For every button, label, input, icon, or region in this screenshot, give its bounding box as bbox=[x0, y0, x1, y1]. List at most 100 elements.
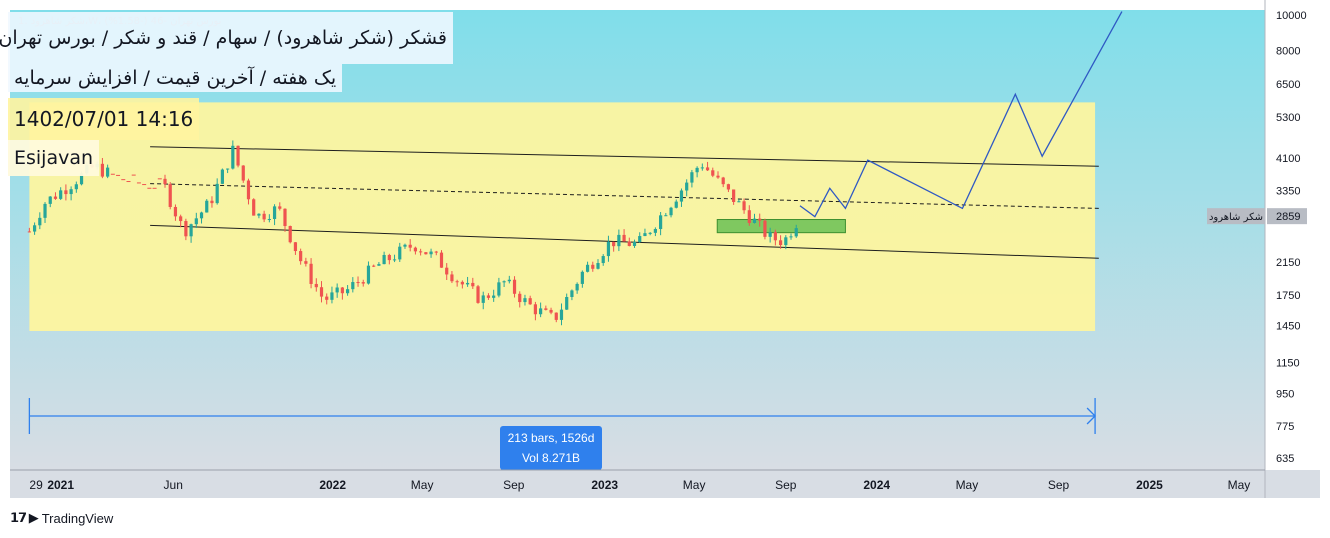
candle bbox=[288, 226, 292, 243]
candle bbox=[455, 281, 459, 283]
candle bbox=[570, 290, 574, 298]
candle bbox=[272, 206, 277, 219]
candle bbox=[580, 271, 584, 284]
candle bbox=[262, 213, 266, 220]
candle bbox=[372, 265, 376, 267]
candle bbox=[502, 281, 506, 283]
candle bbox=[43, 203, 47, 218]
candle bbox=[173, 206, 178, 217]
candle bbox=[299, 251, 303, 262]
y-tick-label: 5300 bbox=[1276, 112, 1300, 124]
candle bbox=[486, 295, 491, 298]
x-tick-label: 2022 bbox=[319, 478, 346, 492]
candle bbox=[79, 173, 84, 185]
y-tick-label: 1150 bbox=[1276, 358, 1300, 370]
chart-author: Esijavan bbox=[8, 140, 100, 176]
candle bbox=[278, 206, 282, 209]
candle bbox=[549, 309, 553, 313]
candle bbox=[387, 254, 391, 261]
candle bbox=[685, 182, 689, 191]
candle bbox=[669, 207, 673, 216]
candle bbox=[100, 163, 105, 177]
candle bbox=[210, 200, 214, 204]
channel-layer bbox=[150, 146, 1099, 259]
candle bbox=[59, 190, 63, 199]
candle bbox=[596, 263, 600, 269]
candle bbox=[215, 183, 219, 204]
measure-label-box bbox=[500, 426, 602, 470]
candle bbox=[283, 208, 287, 227]
candle bbox=[366, 265, 371, 284]
candle bbox=[679, 190, 684, 202]
candle bbox=[377, 264, 381, 266]
candle bbox=[539, 308, 543, 315]
x-tick-label: 29 bbox=[29, 478, 43, 492]
projection-path bbox=[799, 11, 1123, 218]
candle bbox=[356, 282, 360, 284]
candle bbox=[434, 251, 438, 253]
y-tick-label: 1750 bbox=[1276, 290, 1300, 302]
x-tick-label: May bbox=[411, 478, 434, 492]
x-axis-panel bbox=[10, 470, 1320, 498]
candle bbox=[638, 236, 642, 242]
candle bbox=[784, 237, 788, 246]
last-price-tag bbox=[1267, 208, 1307, 225]
candle bbox=[711, 170, 715, 176]
candle bbox=[429, 251, 433, 255]
tradingview-brand: TradingView bbox=[41, 510, 114, 526]
candle bbox=[575, 283, 579, 291]
y-tick-label: 775 bbox=[1276, 421, 1294, 433]
candle bbox=[471, 282, 475, 287]
candle bbox=[476, 286, 480, 303]
y-tick-label: 3350 bbox=[1276, 186, 1300, 198]
x-tick-label: 2025 bbox=[1136, 478, 1163, 492]
candle bbox=[643, 233, 647, 237]
candle bbox=[408, 244, 412, 248]
tradingview-footer[interactable]: 𝟭𝟳 ▶ TradingView bbox=[10, 508, 113, 528]
candle bbox=[565, 297, 569, 310]
x-tick-label: 2024 bbox=[863, 478, 890, 492]
candle bbox=[450, 274, 454, 282]
x-tick-label: May bbox=[1228, 478, 1251, 492]
y-tick-label: 10000 bbox=[1276, 10, 1307, 22]
candle bbox=[252, 199, 256, 216]
candle bbox=[179, 216, 183, 222]
candle bbox=[53, 196, 58, 199]
candle bbox=[528, 298, 532, 305]
measure-arrow-icon bbox=[1086, 407, 1097, 425]
y-tick-label: 6500 bbox=[1276, 79, 1300, 91]
candle bbox=[523, 298, 527, 303]
candle bbox=[622, 234, 626, 242]
candle bbox=[231, 145, 235, 169]
candle bbox=[32, 225, 37, 232]
y-tick-label: 8000 bbox=[1276, 46, 1300, 58]
candle bbox=[674, 201, 678, 208]
candles-layer bbox=[27, 140, 798, 326]
series-name-tag bbox=[1207, 208, 1265, 225]
candle bbox=[695, 167, 699, 173]
candle bbox=[758, 218, 762, 221]
chart-subtitle: یک هفته / آخرین قیمت / افزایش سرمایه bbox=[8, 64, 343, 92]
candle bbox=[544, 308, 548, 310]
last-price-label: 2859 bbox=[1276, 211, 1300, 223]
y-axis-panel bbox=[1265, 0, 1320, 498]
x-tick-label: May bbox=[683, 478, 706, 492]
candle bbox=[752, 218, 757, 224]
candle bbox=[737, 201, 741, 203]
candle bbox=[533, 304, 538, 315]
candle bbox=[617, 234, 621, 247]
support-zone bbox=[716, 219, 846, 234]
highlight-zone bbox=[29, 102, 1096, 332]
candle bbox=[445, 267, 449, 275]
candle bbox=[304, 261, 308, 264]
candle bbox=[69, 189, 73, 195]
candle bbox=[481, 295, 485, 303]
candle bbox=[497, 282, 501, 296]
candle bbox=[106, 167, 110, 177]
candle bbox=[392, 259, 397, 261]
candle bbox=[664, 215, 668, 217]
candle bbox=[335, 287, 339, 293]
candle bbox=[659, 215, 663, 230]
